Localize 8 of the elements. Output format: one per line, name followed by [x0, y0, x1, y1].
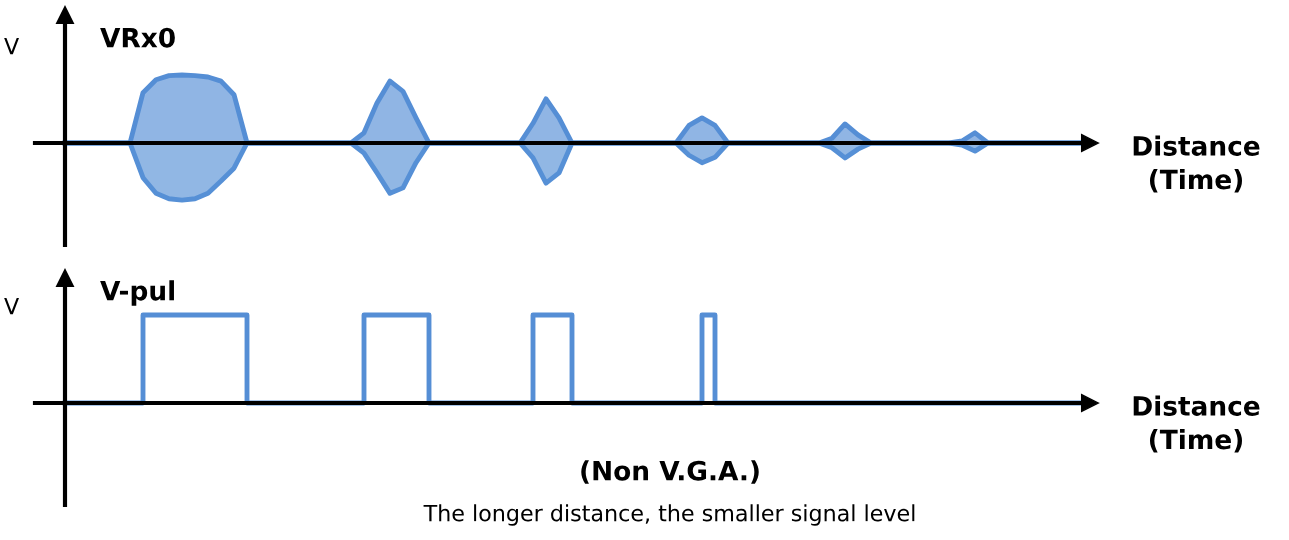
x-axis-title: Distance (Time) — [1133, 395, 1260, 453]
chart-title: VRx0 — [100, 27, 175, 48]
x-axis-title: Distance (Time) — [1133, 135, 1260, 193]
y-axis-title: V — [4, 37, 19, 55]
chart-title: V-pul — [100, 280, 174, 306]
text: (Non V.G.A.) — [581, 460, 759, 484]
y-axis-title: V — [4, 297, 19, 315]
text: The longer distance, the smaller signal level — [423, 504, 915, 526]
